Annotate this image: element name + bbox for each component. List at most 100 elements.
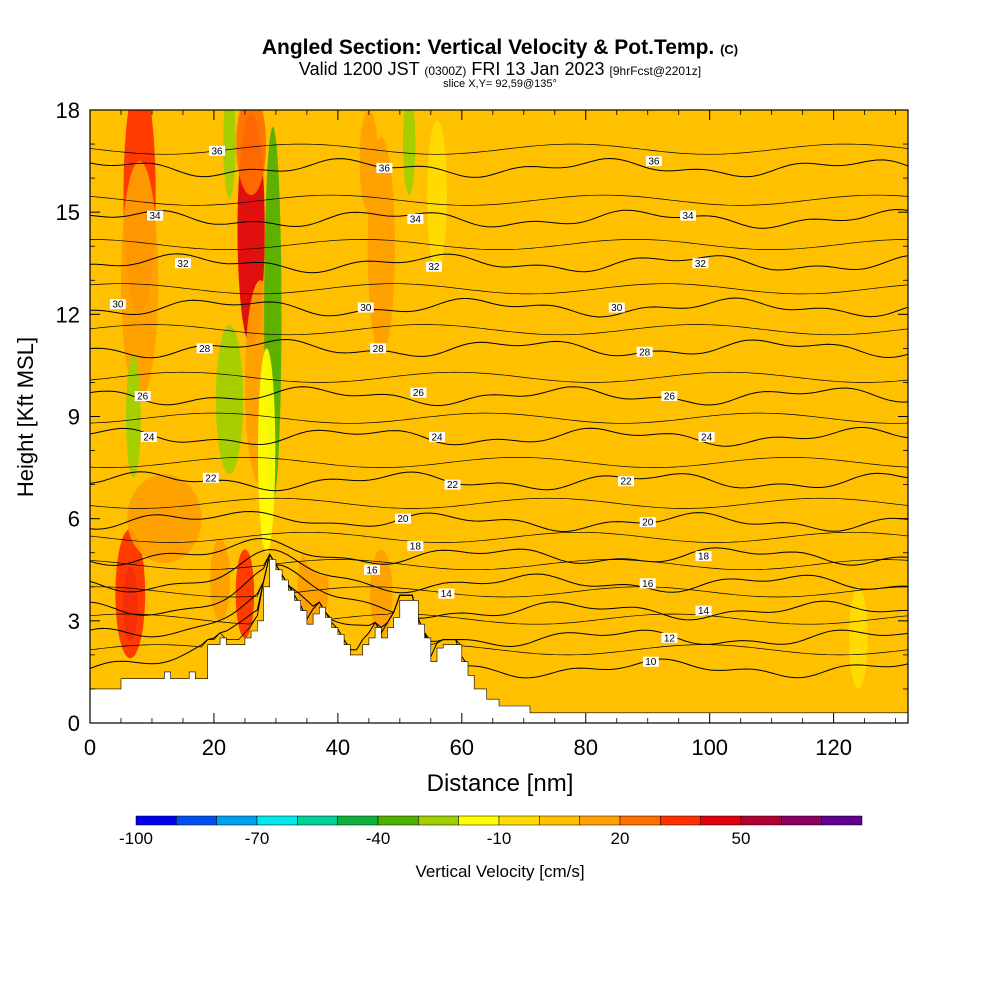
- x-tick-label: 0: [84, 735, 96, 760]
- contour-label-34: 34: [147, 210, 164, 222]
- contour-label-16: 16: [363, 564, 380, 576]
- slice-label: slice X,Y= 92,59@135°: [443, 78, 557, 90]
- contour-label-text: 28: [373, 344, 385, 355]
- contour-label-bg: [429, 431, 446, 442]
- isentrope-14: [90, 553, 908, 621]
- isentrope-22: [90, 471, 908, 492]
- contour-label-24: 24: [429, 431, 446, 443]
- potential-temperature-contours: [90, 143, 908, 679]
- chart-valid-time: Valid 1200 JST (0300Z) FRI 13 Jan 2023 […: [0, 59, 1000, 80]
- velocity-cell: [647, 552, 673, 689]
- colorbar-swatch: [660, 815, 701, 826]
- contour-label-text: 32: [177, 259, 189, 270]
- contour-label-text: 32: [428, 262, 440, 273]
- contour-label-text: 22: [620, 477, 632, 488]
- contour-label-18: 18: [695, 551, 712, 563]
- isentrope-minor: [90, 412, 908, 424]
- contour-label-text: 30: [360, 303, 372, 314]
- isentrope-18: [90, 538, 908, 567]
- contour-label-24: 24: [698, 431, 715, 443]
- contour-label-bg: [425, 261, 442, 272]
- colorbar-tick-label: 20: [611, 829, 630, 848]
- contour-label-32: 32: [425, 261, 442, 273]
- colorbar-tick-label: -40: [366, 829, 391, 848]
- colorbar-swatch: [135, 815, 177, 826]
- velocity-cell: [402, 110, 416, 196]
- velocity-cell: [771, 586, 797, 689]
- contour-label-12: 12: [661, 632, 678, 644]
- isentrope-minor: [90, 143, 908, 155]
- x-tick-label: 100: [691, 735, 728, 760]
- contour-label-text: 36: [379, 163, 391, 174]
- colorbar-swatch: [579, 815, 621, 826]
- isentrope-minor: [90, 239, 908, 250]
- contour-label-10: 10: [642, 656, 659, 668]
- contour-label-bg: [140, 431, 157, 442]
- colorbar-swatch: [297, 815, 338, 826]
- contour-label-bg: [407, 540, 424, 551]
- contour-label-bg: [363, 564, 380, 575]
- contour-label-text: 18: [410, 541, 422, 552]
- x-axis-label: Distance [nm]: [427, 770, 574, 797]
- chart-title-unit: (C): [720, 42, 739, 57]
- contour-label-bg: [407, 213, 424, 224]
- colorbar-swatch: [418, 815, 459, 826]
- isentrope-minor: [90, 553, 908, 598]
- contour-label-22: 22: [202, 472, 219, 484]
- velocity-cell: [799, 280, 843, 553]
- contour-label-bg: [376, 162, 393, 173]
- contour-label-bg: [695, 551, 712, 562]
- contour-label-bg: [618, 476, 635, 487]
- contour-label-bg: [661, 632, 678, 643]
- velocity-cell: [223, 110, 236, 199]
- contour-label-text: 34: [150, 211, 162, 222]
- isentrope-34: [90, 208, 908, 229]
- contour-label-text: 20: [397, 514, 409, 525]
- contour-label-28: 28: [196, 343, 213, 355]
- contour-label-text: 36: [648, 157, 660, 168]
- colorbar-tick-label: -10: [487, 829, 512, 848]
- y-tick-label: 9: [68, 405, 80, 430]
- contour-label-bg: [357, 302, 374, 313]
- y-tick-label: 12: [56, 302, 80, 327]
- contour-label-bg: [370, 343, 387, 354]
- x-tick-label: 60: [450, 735, 474, 760]
- colorbar-title: Vertical Velocity [cm/s]: [415, 862, 585, 881]
- velocity-cell: [257, 348, 276, 553]
- isentrope-36: [90, 157, 908, 178]
- velocity-cell: [125, 355, 141, 478]
- colorbar-swatch: [176, 815, 217, 826]
- velocity-cell: [849, 586, 868, 689]
- velocity-cell: [235, 549, 255, 638]
- x-tick-label: 80: [574, 735, 598, 760]
- contour-label-14: 14: [695, 605, 712, 617]
- velocity-cell: [715, 416, 766, 621]
- colorbar-swatch: [619, 815, 661, 826]
- contour-label-text: 26: [413, 388, 425, 399]
- y-tick-label: 6: [68, 507, 80, 532]
- isentrope-24: [90, 427, 908, 447]
- colorbar-swatch: [539, 815, 580, 826]
- isentrope-10: [90, 553, 908, 679]
- contour-label-text: 28: [199, 344, 211, 355]
- contour-label-text: 20: [642, 518, 654, 529]
- velocity-cell: [477, 178, 509, 587]
- contour-label-bg: [147, 210, 164, 221]
- contour-label-text: 16: [366, 565, 378, 576]
- contour-label-32: 32: [174, 258, 191, 270]
- isentrope-26: [90, 386, 908, 407]
- contour-label-text: 18: [698, 552, 710, 563]
- velocity-cell: [115, 528, 146, 659]
- contour-label-bg: [695, 605, 712, 616]
- contour-label-26: 26: [134, 391, 151, 403]
- contour-label-bg: [608, 302, 625, 313]
- contour-label-text: 32: [695, 259, 707, 270]
- contour-label-bg: [209, 145, 226, 156]
- contour-label-34: 34: [680, 210, 697, 222]
- contour-label-bg: [438, 588, 455, 599]
- colorbar-swatch: [700, 815, 742, 826]
- isentrope-minor: [90, 324, 908, 336]
- velocity-cell: [300, 494, 351, 577]
